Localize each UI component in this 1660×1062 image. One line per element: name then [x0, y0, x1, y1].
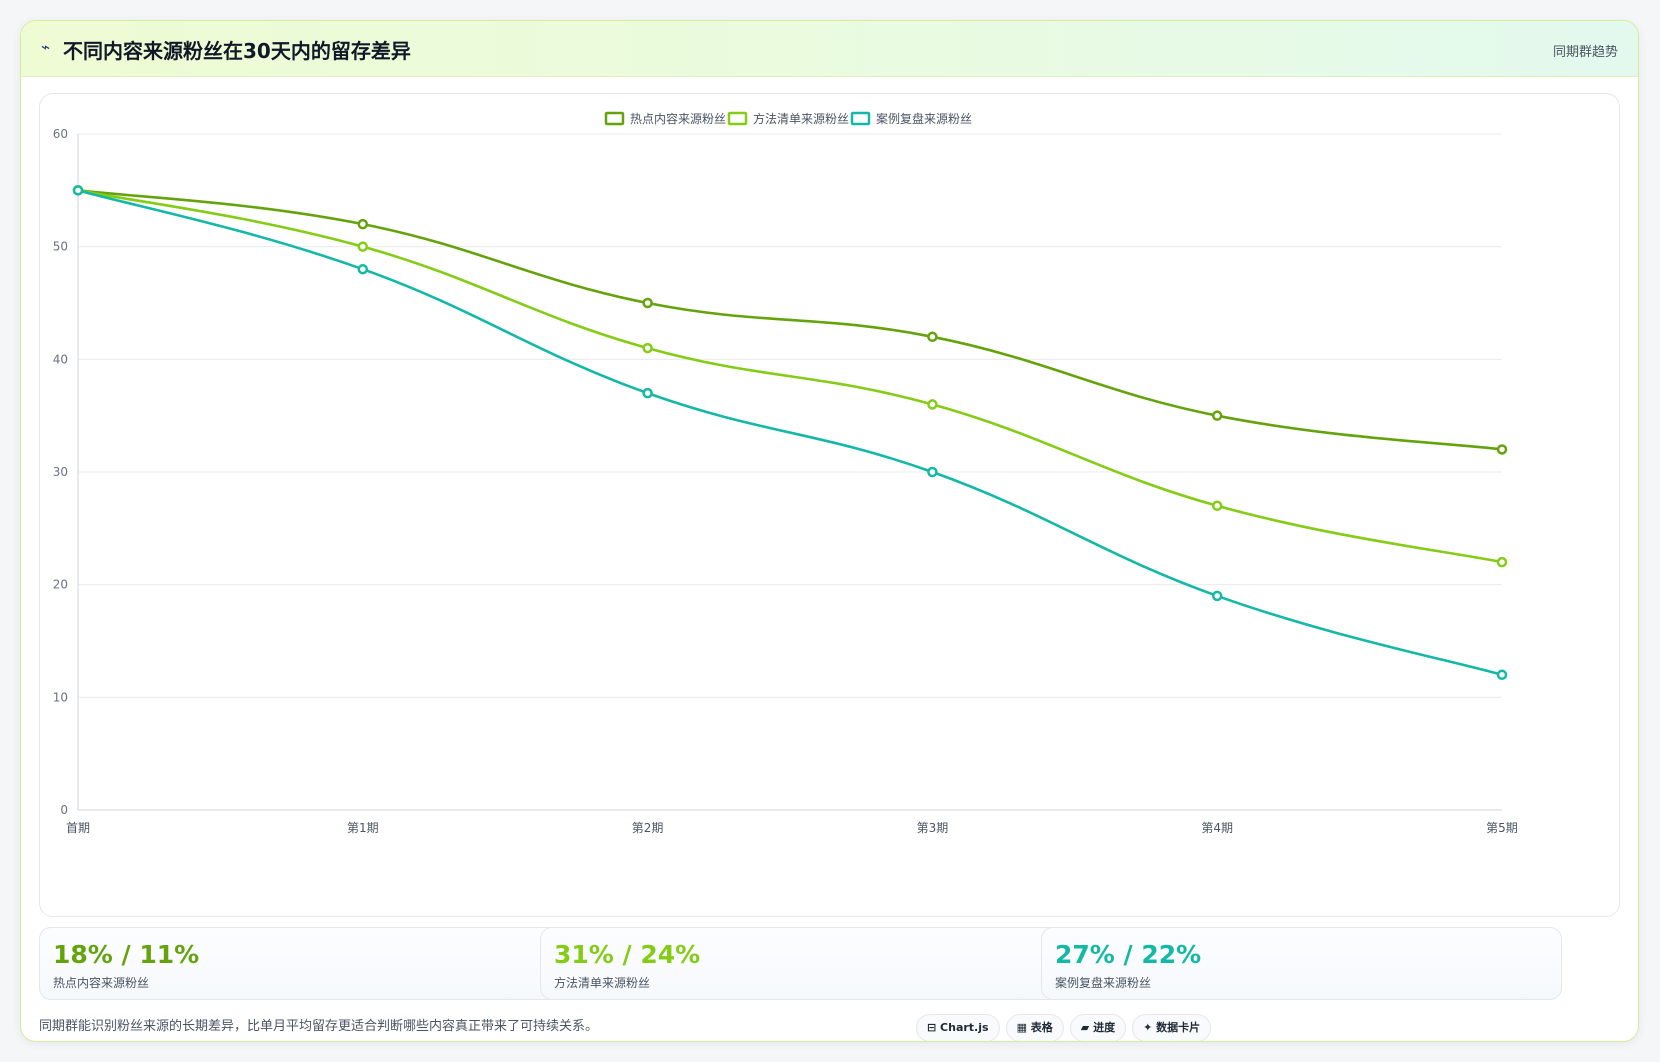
- y-tick-label: 20: [53, 578, 68, 592]
- chart-card: ⌁ 不同内容来源粉丝在30天内的留存差异 同期群趋势 0 10 20 30 40 50 60…: [20, 20, 1639, 1042]
- chip-chartjs[interactable]: ⊟ Chart.js: [916, 1014, 1000, 1041]
- chart-container: 0 10 20 30 40 50 60 首期 第1期 第2期 第3期 第4期 第5期 热点内容来源粉丝 方法…: [39, 93, 1620, 917]
- line-chart: 0 10 20 30 40 50 60 首期 第1期 第2期 第3期 第4期 第5期 热点内容来源粉丝 方法…: [53, 111, 1518, 835]
- card-header: ⌁ 不同内容来源粉丝在30天内的留存差异 同期群趋势: [21, 21, 1638, 77]
- data-point: [72, 185, 84, 196]
- data-point: [1496, 669, 1508, 681]
- data-point: [927, 466, 938, 478]
- x-tick-label: 第2期: [632, 821, 664, 835]
- legend-label: 方法清单来源粉丝: [753, 111, 849, 126]
- series-line-3: [77, 189, 1503, 677]
- x-tick-label: 第5期: [1486, 821, 1518, 835]
- legend-swatch: [727, 111, 748, 126]
- page-title: 不同内容来源粉丝在30天内的留存差异: [63, 39, 411, 63]
- stat-label: 案例复盘来源粉丝: [1055, 976, 1152, 990]
- x-tick-label: 第3期: [917, 821, 949, 835]
- data-point: [357, 241, 369, 252]
- x-tick-label: 第1期: [347, 821, 379, 835]
- stats-row: 18% / 11% 热点内容来源粉丝 31% / 24% 方法清单来源粉丝 27…: [39, 927, 1620, 1000]
- legend-label: 案例复盘来源粉丝: [876, 111, 972, 126]
- stat-label: 热点内容来源粉丝: [53, 976, 150, 990]
- stat-card-1: 18% / 11% 热点内容来源粉丝: [39, 927, 560, 1000]
- stat-value: 31% / 24%: [554, 940, 701, 969]
- chip-progress[interactable]: ▰ 进度: [1069, 1014, 1127, 1041]
- chip-table[interactable]: ▦ 表格: [1005, 1014, 1064, 1041]
- data-point: [642, 387, 653, 399]
- data-point: [1496, 556, 1508, 568]
- series-line-2: [77, 189, 1503, 564]
- data-point: [642, 297, 653, 309]
- y-tick-label: 0: [60, 803, 68, 817]
- stat-card-3: 27% / 22% 案例复盘来源粉丝: [1041, 927, 1562, 1000]
- data-point: [1211, 500, 1223, 512]
- chip-group: ⊟ Chart.js ▦ 表格 ▰ 进度 ✦ 数据卡片: [916, 1014, 1217, 1041]
- legend-swatch: [850, 111, 871, 126]
- footer-note: 同期群能识别粉丝来源的长期差异，比单月平均留存更适合判断哪些内容真正带来了可持续…: [39, 1019, 599, 1034]
- data-point: [1211, 590, 1223, 602]
- data-point: [357, 263, 369, 275]
- x-tick-label: 首期: [66, 821, 90, 835]
- legend-label: 热点内容来源粉丝: [630, 111, 726, 126]
- data-point: [927, 399, 938, 410]
- legend-swatch: [604, 111, 625, 126]
- data-point: [642, 342, 653, 354]
- header-tag: 同期群趋势: [1552, 45, 1618, 60]
- y-tick-label: 60: [53, 127, 68, 141]
- data-point: [1211, 410, 1223, 421]
- y-tick-label: 50: [53, 240, 68, 254]
- stat-label: 方法清单来源粉丝: [554, 976, 651, 990]
- y-tick-label: 30: [53, 465, 68, 479]
- stat-card-2: 31% / 24% 方法清单来源粉丝: [540, 927, 1061, 1000]
- stat-value: 18% / 11%: [53, 940, 200, 969]
- y-tick-label: 10: [53, 690, 68, 704]
- trend-line-icon: ⌁: [41, 38, 51, 56]
- data-point: [1496, 444, 1508, 455]
- y-tick-label: 40: [53, 352, 68, 366]
- series-line-1: [77, 189, 1503, 451]
- chip-data-card[interactable]: ✦ 数据卡片: [1132, 1014, 1212, 1041]
- x-tick-label: 第4期: [1201, 821, 1233, 835]
- stat-value: 27% / 22%: [1055, 940, 1202, 969]
- data-point: [357, 218, 369, 230]
- data-point: [927, 331, 938, 343]
